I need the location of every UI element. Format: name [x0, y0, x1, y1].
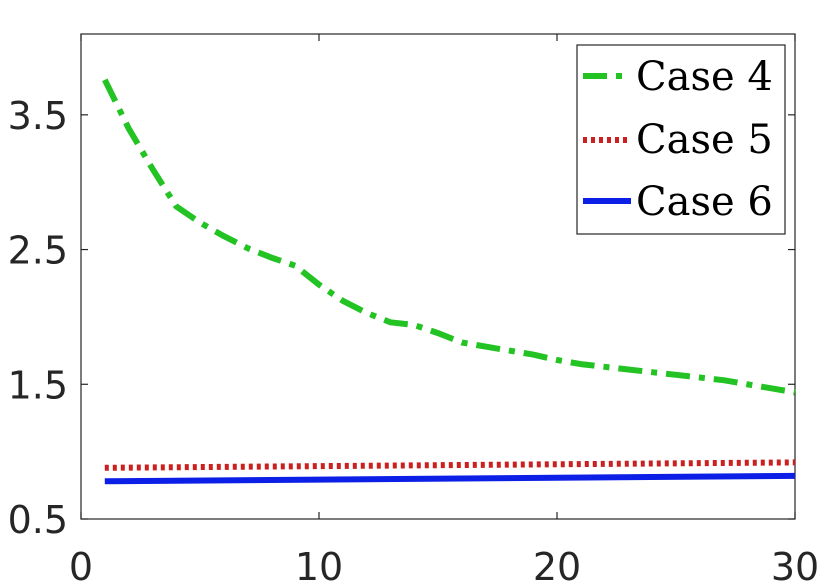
x-tick-label: 20 — [533, 545, 581, 585]
x-tick-label: 0 — [69, 545, 93, 585]
x-tick-label: 10 — [295, 545, 343, 585]
legend-label-case-5: Case 5 — [636, 117, 773, 163]
y-tick-label: 0.5 — [8, 498, 68, 542]
legend-label-case-4: Case 4 — [636, 54, 773, 100]
legend-label-case-6: Case 6 — [636, 179, 773, 225]
y-tick-label: 2.5 — [8, 229, 68, 273]
axis-ticks: 0 10 20 30 0.5 1.5 2.5 3.5 — [8, 34, 819, 585]
series-layer — [102, 78, 796, 485]
y-tick-label: 1.5 — [8, 363, 68, 407]
series-line-case-5 — [104, 459, 796, 471]
legend: Case 4 Case 5 Case 6 — [576, 44, 786, 235]
y-tick-label: 3.5 — [8, 94, 68, 138]
series-line-case-4 — [102, 78, 796, 396]
series-line-case-6 — [104, 472, 796, 485]
x-tick-label: 30 — [771, 545, 819, 585]
